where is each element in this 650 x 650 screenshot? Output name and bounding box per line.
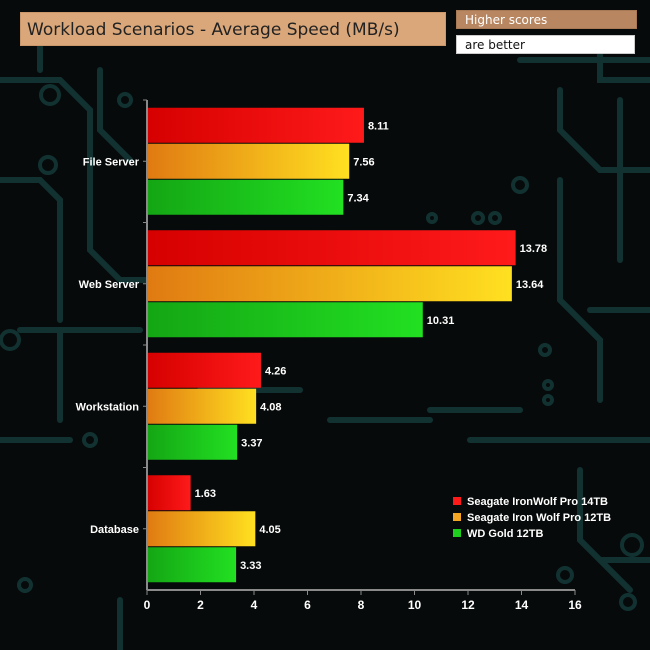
note-line-2: are better — [465, 38, 525, 52]
circuit-trace — [0, 77, 153, 283]
category-label: Web Server — [79, 279, 140, 291]
data-label: 7.34 — [347, 192, 369, 204]
circuit-node — [0, 329, 21, 351]
circuit-node — [39, 84, 61, 106]
circuit-node — [471, 211, 485, 225]
x-tick-label: 12 — [461, 598, 475, 612]
x-tick-label: 14 — [515, 598, 529, 612]
data-label: 4.26 — [265, 365, 286, 377]
x-tick-label: 4 — [251, 598, 258, 612]
circuit-trace — [577, 467, 633, 593]
x-tick-label: 16 — [568, 598, 582, 612]
x-tick-label: 2 — [197, 598, 204, 612]
x-tick-label: 6 — [304, 598, 311, 612]
circuit-trace — [97, 67, 133, 163]
circuit-node — [619, 593, 637, 611]
legend-label: Seagate Iron Wolf Pro 12TB — [467, 512, 611, 524]
data-label: 7.56 — [353, 156, 374, 168]
circuit-node — [82, 432, 98, 448]
data-label: 8.11 — [368, 120, 389, 132]
note-line-1: Higher scores — [465, 13, 548, 27]
circuit-node — [542, 394, 554, 406]
circuit-node — [556, 566, 574, 584]
category-label: Workstation — [76, 401, 140, 413]
bar — [147, 230, 516, 266]
circuit-node — [511, 176, 529, 194]
data-label: 10.31 — [427, 315, 455, 327]
bar — [147, 266, 512, 302]
legend-label: Seagate IronWolf Pro 14TB — [467, 496, 608, 508]
bar — [147, 302, 423, 338]
bar — [147, 547, 237, 583]
data-label: 13.78 — [520, 243, 548, 255]
bar — [147, 424, 238, 460]
higher-scores-note: Higher scores — [456, 10, 637, 29]
category-label: Database — [90, 524, 139, 536]
circuit-node — [542, 379, 554, 391]
legend-swatch — [453, 529, 461, 537]
legend-swatch — [453, 513, 461, 521]
x-tick-label: 8 — [358, 598, 365, 612]
bar — [147, 107, 364, 143]
chart-title: Workload Scenarios - Average Speed (MB/s… — [27, 20, 400, 40]
category-label: File Server — [83, 156, 140, 168]
bar — [147, 352, 261, 388]
x-tick-label: 10 — [408, 598, 422, 612]
chart-title-box: Workload Scenarios - Average Speed (MB/s… — [20, 12, 446, 46]
data-label: 3.33 — [240, 560, 261, 572]
data-label: 13.64 — [516, 279, 544, 291]
better-note: are better — [456, 35, 635, 54]
circuit-node — [488, 211, 502, 225]
bar — [147, 143, 350, 179]
data-label: 1.63 — [195, 488, 216, 500]
circuit-trace — [557, 177, 603, 403]
circuit-trace — [0, 177, 63, 323]
x-tick-label: 0 — [144, 598, 151, 612]
circuit-node — [538, 343, 552, 357]
data-label: 4.08 — [260, 401, 281, 413]
circuit-node — [117, 92, 133, 108]
circuit-node — [38, 155, 58, 175]
bar — [147, 179, 344, 215]
legend-swatch — [453, 497, 461, 505]
data-label: 3.37 — [241, 437, 262, 449]
bar — [147, 475, 191, 511]
bar — [147, 388, 257, 424]
circuit-trace — [557, 87, 650, 173]
bar — [147, 511, 256, 547]
circuit-node — [426, 212, 438, 224]
circuit-node — [620, 533, 644, 557]
circuit-node — [17, 577, 33, 593]
legend-label: WD Gold 12TB — [467, 528, 543, 540]
data-label: 4.05 — [259, 524, 280, 536]
